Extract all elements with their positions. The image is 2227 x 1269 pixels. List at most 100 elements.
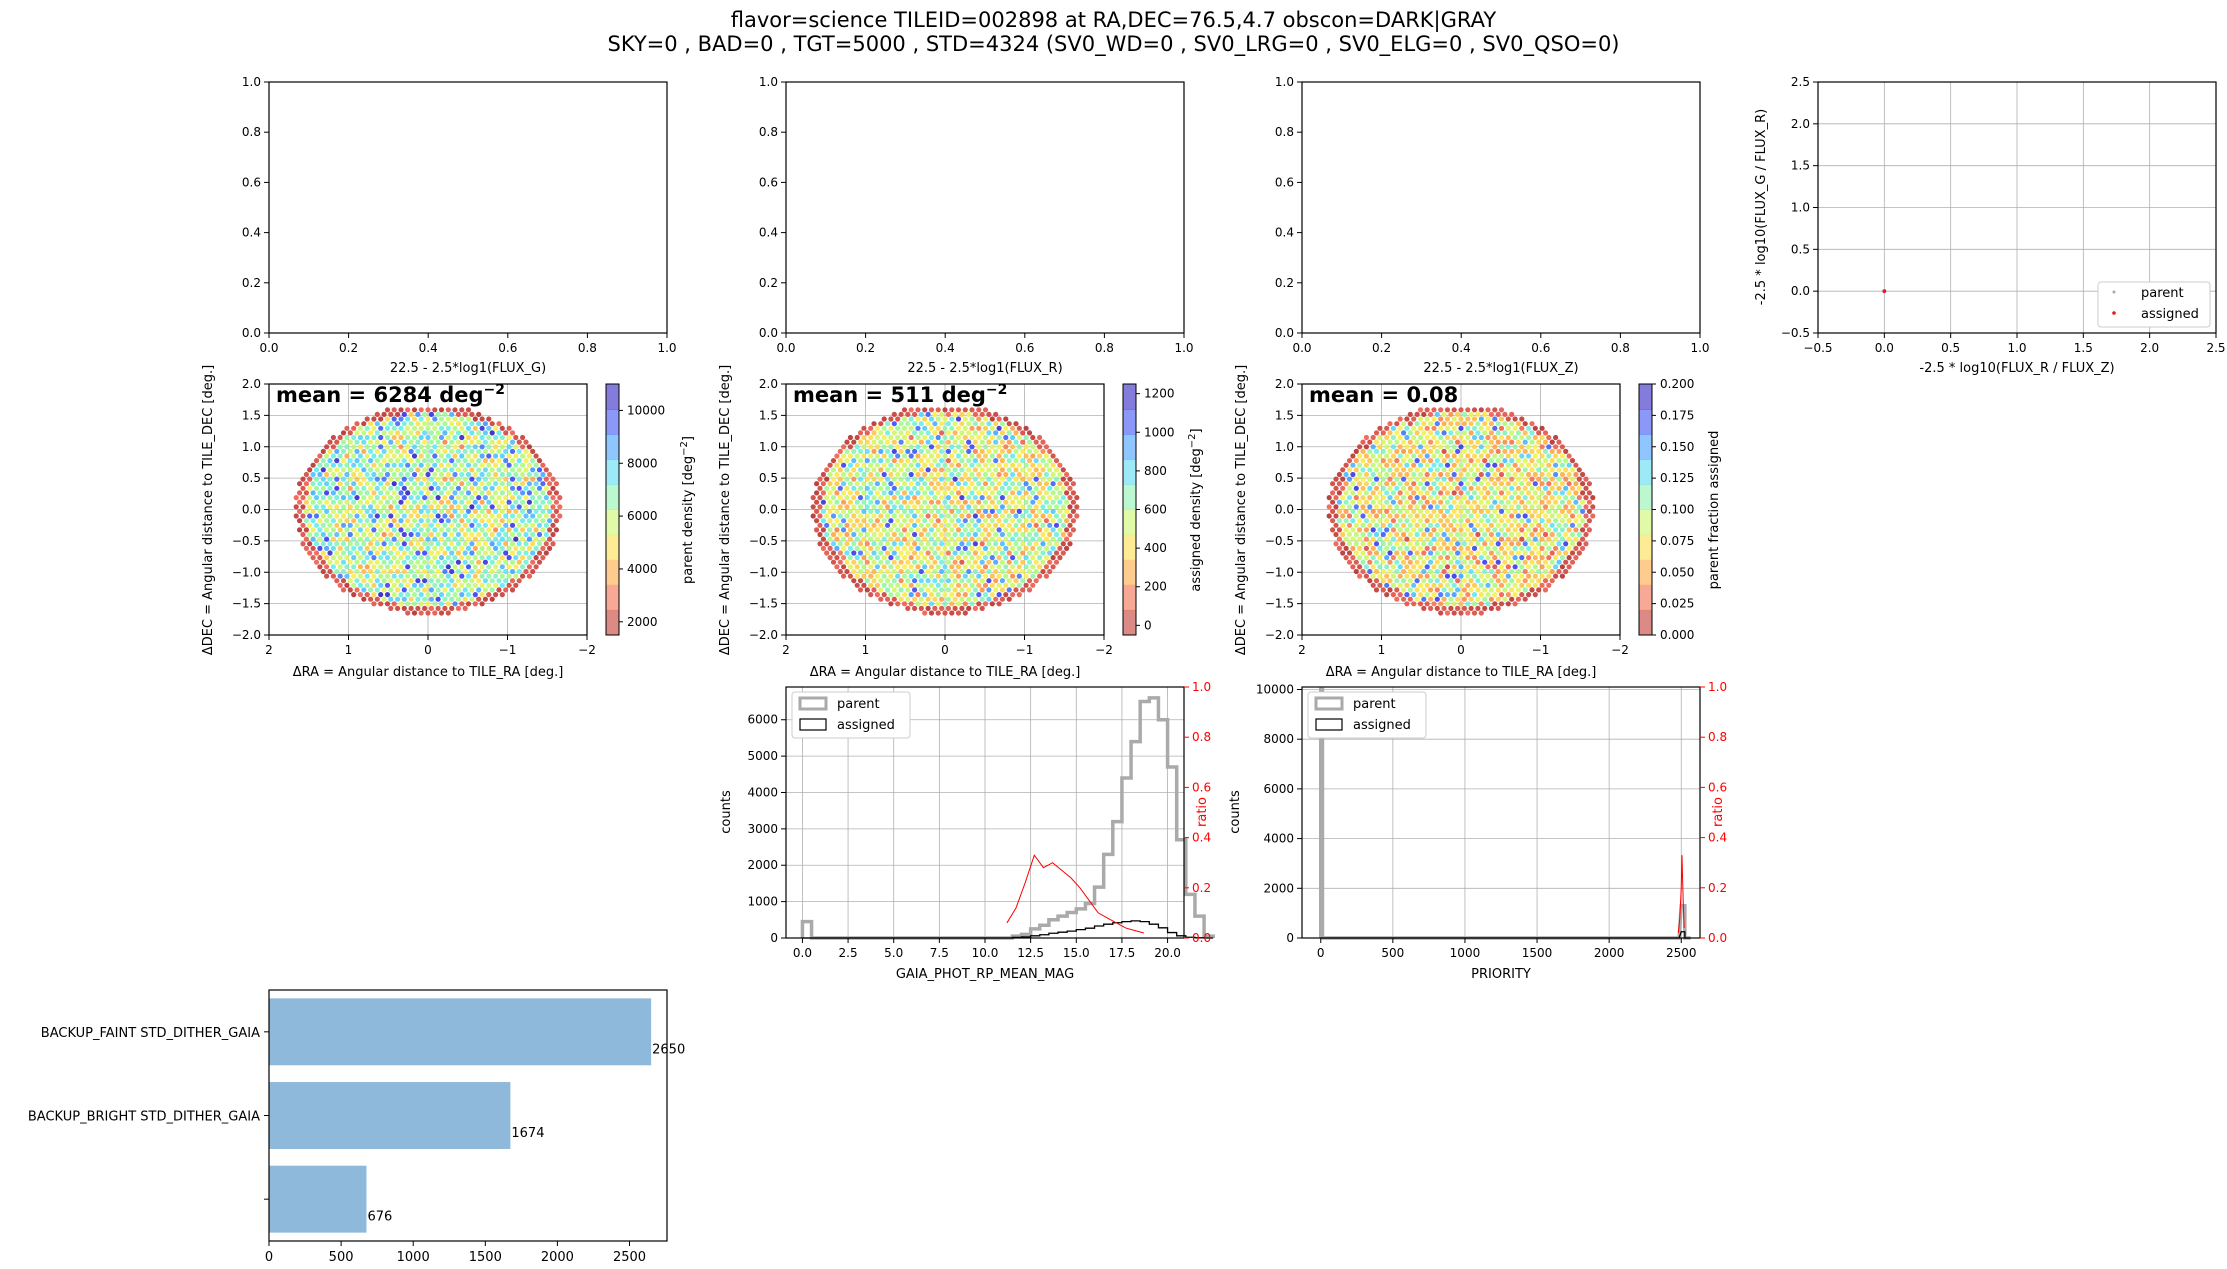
- hexbin: [969, 601, 975, 607]
- hexbin: [847, 471, 854, 478]
- hexbin: [1441, 596, 1447, 602]
- hexbin: [885, 531, 891, 538]
- hexbin: [989, 453, 995, 459]
- hexbin: [493, 444, 499, 450]
- hexbin: [351, 481, 357, 487]
- hexbin: [1394, 448, 1400, 454]
- hexbin: [891, 513, 897, 519]
- colorbar-segment: [1639, 384, 1652, 410]
- hexbin: [841, 508, 847, 514]
- hexbin: [307, 467, 313, 473]
- hexbin: [999, 531, 1006, 538]
- hexbin: [1397, 416, 1403, 422]
- hexbin: [1556, 458, 1562, 464]
- hexbin: [1424, 407, 1430, 413]
- hexbin: [1414, 430, 1420, 436]
- hexbin: [905, 531, 911, 538]
- colorbar-frame: [605, 383, 620, 636]
- hexbin: [395, 458, 401, 464]
- hexbin: [364, 555, 370, 561]
- hexbin: [381, 578, 387, 584]
- x-tick-label: 17.5: [1109, 946, 1136, 960]
- hexbin: [969, 407, 975, 413]
- hexbin: [411, 490, 418, 496]
- hexbin: [1407, 411, 1413, 417]
- hexbin: [1030, 434, 1036, 441]
- hexbin: [959, 550, 965, 556]
- hexbin: [374, 587, 380, 593]
- hexbin: [1512, 564, 1518, 570]
- hexbin: [344, 518, 350, 524]
- hexbin: [1488, 421, 1494, 427]
- hexbin: [391, 453, 397, 459]
- hexbin: [1428, 411, 1434, 417]
- hexbin: [969, 471, 975, 478]
- hexbin: [422, 495, 428, 501]
- hexbin: [908, 582, 914, 588]
- y-tick-label: 2.0: [759, 377, 778, 391]
- hexbin: [442, 495, 448, 501]
- hexbin: [1010, 425, 1016, 431]
- hexbin: [861, 481, 867, 487]
- hexbin: [996, 582, 1002, 588]
- hexbin: [1559, 573, 1565, 579]
- hexbin: [935, 453, 941, 459]
- hexbin: [935, 434, 941, 441]
- hexbin: [1519, 434, 1525, 441]
- hexbin: [1357, 573, 1363, 579]
- hexbin: [1482, 596, 1488, 602]
- hexbin: [955, 453, 962, 459]
- hexbin: [408, 550, 414, 556]
- hexbin: [1529, 578, 1535, 584]
- hexbin: [976, 444, 982, 450]
- hexbin: [982, 425, 989, 431]
- hexbin: [1536, 559, 1542, 565]
- hexbin: [949, 555, 955, 561]
- hexbin: [422, 467, 428, 473]
- hexbin: [1444, 601, 1451, 607]
- hexbin: [949, 582, 955, 588]
- hexbin: [1023, 481, 1029, 487]
- hexbin: [415, 587, 421, 593]
- hexbin: [1040, 522, 1046, 528]
- hexbin: [401, 522, 407, 528]
- hexbin: [888, 527, 894, 533]
- hexbin: [1003, 555, 1009, 561]
- hexbin: [553, 508, 560, 514]
- hexbin: [523, 467, 529, 473]
- hexbin: [1492, 499, 1498, 505]
- hexbin: [462, 411, 468, 417]
- hexbin: [1451, 592, 1457, 598]
- hexbin: [928, 462, 935, 468]
- hexbin: [912, 596, 918, 602]
- hexbin: [1434, 430, 1440, 436]
- hexbin: [1417, 545, 1424, 552]
- hexbin: [1515, 541, 1521, 547]
- hexbin: [337, 527, 343, 533]
- hexbin: [844, 568, 850, 575]
- hexbin: [499, 573, 505, 579]
- hexbin: [482, 439, 488, 445]
- hexbin: [928, 536, 935, 542]
- hexbin: [969, 518, 975, 524]
- hexbin: [1573, 545, 1579, 552]
- hexbin: [1438, 555, 1444, 561]
- hexbin: [1512, 453, 1518, 459]
- hexbin: [1033, 439, 1039, 445]
- hexbin: [1465, 555, 1471, 561]
- hexbin: [1553, 462, 1559, 468]
- hexbin: [408, 467, 414, 473]
- hexbin: [898, 430, 904, 436]
- hexbin: [1370, 518, 1376, 524]
- y-tick-label: 1.0: [1275, 75, 1294, 89]
- hexbin: [979, 605, 985, 612]
- hexbin: [415, 504, 421, 510]
- hexbin: [989, 444, 995, 450]
- hexbin: [891, 578, 897, 584]
- hexbin: [1380, 476, 1386, 482]
- hexbin: [939, 476, 945, 482]
- hexbin: [861, 499, 867, 505]
- hexbin: [320, 531, 326, 538]
- hexbin: [1526, 573, 1532, 579]
- hexbin: [523, 522, 529, 528]
